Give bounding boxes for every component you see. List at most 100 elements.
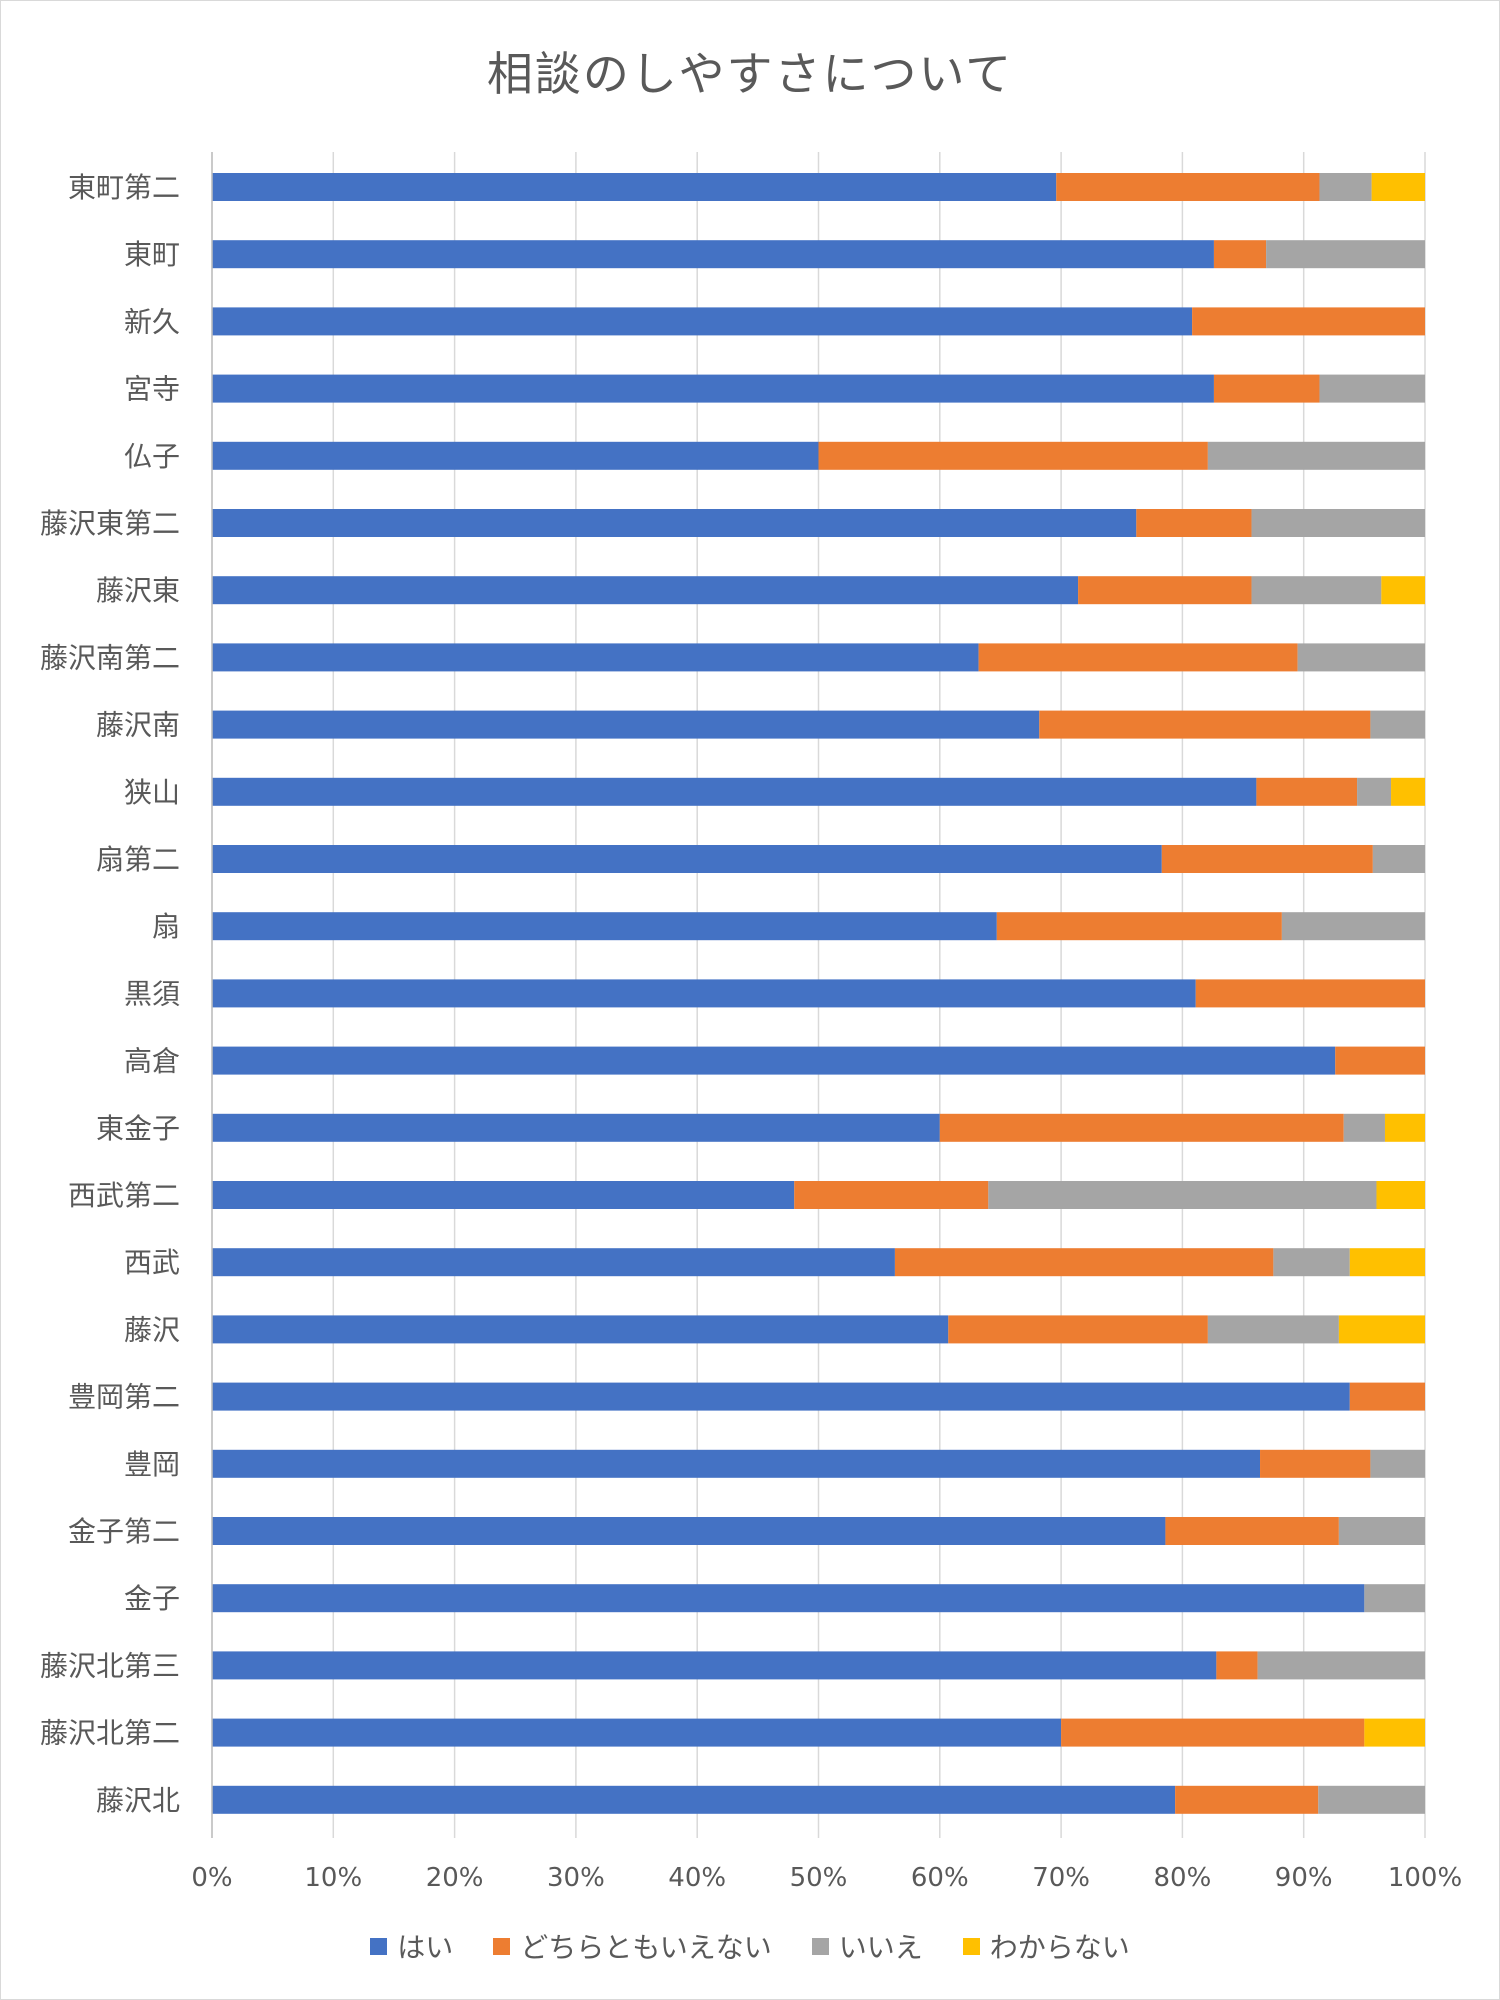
category-label: 藤沢東第二 xyxy=(40,507,180,540)
bar-segment xyxy=(212,576,1079,605)
bar-segment xyxy=(1056,173,1320,201)
bar-segment xyxy=(1297,643,1425,672)
category-label: 扇 xyxy=(152,910,180,943)
bar-segment xyxy=(1370,1449,1425,1478)
bar-segment xyxy=(1161,845,1373,873)
bar-segment xyxy=(1136,509,1252,537)
bar-segment xyxy=(212,374,1214,403)
bar-segment xyxy=(212,979,1196,1008)
bar-segment xyxy=(1256,777,1358,806)
x-tick-label: 10% xyxy=(304,1863,362,1893)
bar-segment xyxy=(1251,576,1382,605)
category-label: 黒須 xyxy=(124,977,180,1010)
bar-segment xyxy=(1349,1248,1425,1277)
category-label: 藤沢東 xyxy=(96,574,180,607)
category-label: 金子第二 xyxy=(68,1515,180,1548)
bar-segment xyxy=(894,1248,1274,1277)
category-label: 東町第二 xyxy=(68,171,180,204)
bar-segment xyxy=(212,1584,1365,1613)
bar-segment xyxy=(1260,1449,1371,1478)
bar-segment xyxy=(1372,845,1425,873)
bar-segment xyxy=(212,1046,1336,1075)
bar-segment xyxy=(212,1382,1350,1411)
legend-label: はい xyxy=(397,1931,454,1964)
bar-segment xyxy=(1381,576,1425,605)
category-label: 西武第二 xyxy=(68,1179,180,1212)
bar-segment xyxy=(1343,1113,1385,1142)
bar-segment xyxy=(1257,1651,1425,1680)
bar-segment xyxy=(1251,509,1425,537)
category-label: 豊岡第二 xyxy=(68,1381,180,1414)
bar-segment xyxy=(1370,710,1425,739)
bar-segment xyxy=(212,240,1214,269)
bar-segment xyxy=(818,441,1208,470)
legend-label: どちらともいえない xyxy=(520,1931,772,1964)
legend-label: わからない xyxy=(989,1931,1130,1964)
category-label: 西武 xyxy=(124,1246,180,1279)
legend-swatch xyxy=(493,1937,511,1955)
bar-segment xyxy=(939,1113,1344,1142)
category-label: 藤沢北第二 xyxy=(40,1717,180,1750)
category-label: 宮寺 xyxy=(124,373,180,406)
bar-segment xyxy=(1078,576,1252,605)
bar-segment xyxy=(1335,1046,1425,1075)
bar-segment xyxy=(1192,307,1425,336)
bar-segment xyxy=(212,1449,1261,1478)
bar-segment xyxy=(1281,912,1425,941)
bar-segment xyxy=(212,643,979,672)
bar-segment xyxy=(1061,1718,1365,1747)
bar-segment xyxy=(212,1718,1062,1747)
x-tick-label: 30% xyxy=(547,1863,605,1893)
bar-segment xyxy=(794,1181,989,1209)
category-label: 藤沢南第二 xyxy=(40,641,180,674)
category-label: 高倉 xyxy=(124,1045,180,1078)
bar-segment xyxy=(1319,173,1372,201)
bar-segment xyxy=(212,845,1162,873)
legend-swatch xyxy=(962,1937,980,1955)
bar-segment xyxy=(996,912,1282,941)
x-tick-label: 70% xyxy=(1032,1863,1090,1893)
bar-segment xyxy=(212,1651,1217,1680)
category-label: 金子 xyxy=(124,1582,180,1615)
bar-segment xyxy=(948,1315,1208,1344)
bar-segment xyxy=(1391,777,1425,806)
bar-segment xyxy=(212,307,1193,336)
category-label: 狭山 xyxy=(124,776,180,809)
category-label: 仏子 xyxy=(124,440,180,473)
bar-segment xyxy=(1371,173,1425,201)
bar-segment xyxy=(1273,1248,1350,1277)
legend-item: はい xyxy=(370,1926,453,1966)
bar-segment xyxy=(1213,240,1267,269)
bar-segment xyxy=(1364,1584,1425,1613)
category-label: 東金子 xyxy=(96,1112,180,1145)
bar-segment xyxy=(1376,1181,1425,1209)
category-label: 東町 xyxy=(124,238,180,271)
category-label: 豊岡 xyxy=(124,1448,180,1481)
bar-segment xyxy=(212,1248,895,1277)
category-label: 新久 xyxy=(124,305,180,338)
legend-item: わからない xyxy=(962,1926,1130,1966)
bar-segment xyxy=(212,710,1040,739)
bar-segment xyxy=(978,643,1298,672)
bar-segment xyxy=(212,1517,1166,1545)
bar-segment xyxy=(1384,1113,1425,1142)
category-label: 扇第二 xyxy=(96,843,180,876)
x-tick-label: 90% xyxy=(1275,1863,1333,1893)
legend-item: どちらともいえない xyxy=(493,1926,772,1966)
bar-segment xyxy=(1319,374,1425,403)
bar-segment xyxy=(1266,240,1425,269)
bar-segment xyxy=(1195,979,1425,1008)
bar-segment xyxy=(1318,1785,1425,1814)
chart-legend: はい どちらともいえない いいえ わからない xyxy=(0,1926,1500,1966)
bar-segment xyxy=(1175,1785,1319,1814)
chart-title: 相談のしやすさについて xyxy=(486,47,1014,101)
x-tick-label: 60% xyxy=(911,1863,969,1893)
bar-segment xyxy=(988,1181,1377,1209)
bar-segment xyxy=(212,777,1257,806)
bar-segment xyxy=(212,1181,795,1209)
bar-segment xyxy=(1349,1382,1425,1411)
bar-segment xyxy=(212,173,1057,201)
legend-swatch xyxy=(811,1937,829,1955)
category-label: 藤沢北第三 xyxy=(40,1649,180,1682)
